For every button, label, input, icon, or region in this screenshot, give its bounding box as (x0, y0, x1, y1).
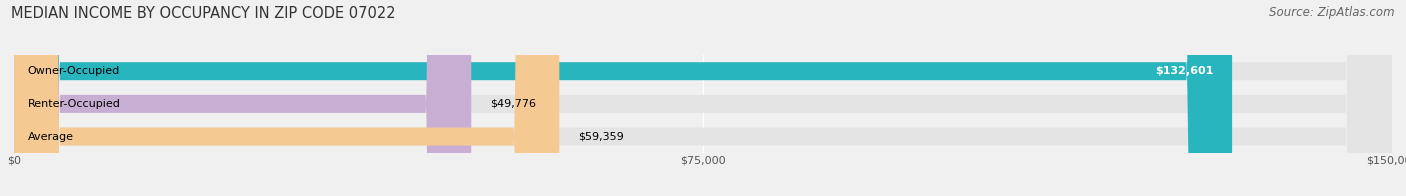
Text: Renter-Occupied: Renter-Occupied (28, 99, 121, 109)
Text: Owner-Occupied: Owner-Occupied (28, 66, 120, 76)
Text: Average: Average (28, 132, 75, 142)
Text: MEDIAN INCOME BY OCCUPANCY IN ZIP CODE 07022: MEDIAN INCOME BY OCCUPANCY IN ZIP CODE 0… (11, 6, 396, 21)
FancyBboxPatch shape (14, 0, 1392, 196)
FancyBboxPatch shape (14, 0, 1392, 196)
FancyBboxPatch shape (14, 0, 1392, 196)
Text: $59,359: $59,359 (578, 132, 623, 142)
FancyBboxPatch shape (14, 0, 560, 196)
FancyBboxPatch shape (14, 0, 1232, 196)
Text: Source: ZipAtlas.com: Source: ZipAtlas.com (1270, 6, 1395, 19)
Text: $49,776: $49,776 (489, 99, 536, 109)
Text: $132,601: $132,601 (1156, 66, 1213, 76)
FancyBboxPatch shape (14, 0, 471, 196)
